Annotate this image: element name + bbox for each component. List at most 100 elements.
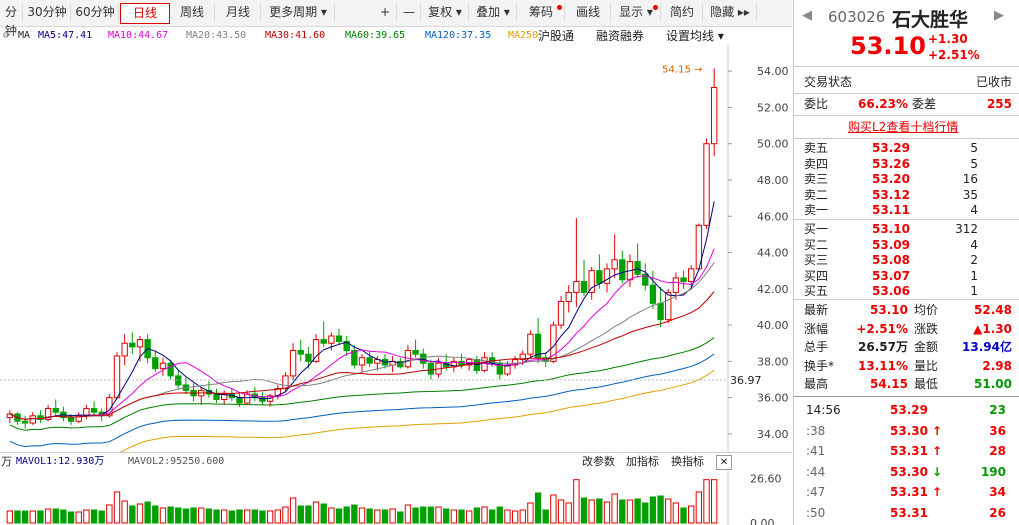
- volume-bar: [642, 502, 649, 524]
- close-icon[interactable]: ✕: [716, 455, 732, 470]
- ma-settings-icon[interactable]: ⚙: [3, 30, 10, 41]
- tab-daily[interactable]: 日线: [120, 3, 170, 24]
- stat-value: 54.15: [870, 377, 908, 391]
- volume-bar: [397, 511, 404, 524]
- tab-minute[interactable]: 分钟: [0, 3, 23, 38]
- volume-bar: [588, 499, 595, 524]
- price-change-pct: +2.51%: [928, 48, 980, 62]
- volume-bar: [389, 508, 396, 524]
- ma-label: MA: [18, 30, 31, 41]
- zoom-out-button[interactable]: —: [398, 3, 421, 22]
- volume-bar: [573, 479, 580, 524]
- buy-price: 53.10: [872, 222, 910, 236]
- volume-bar: [205, 508, 213, 524]
- sell-row[interactable]: 卖四 53.26 5: [794, 156, 1019, 172]
- volume-bar: [136, 503, 144, 524]
- tick-price: 53.30: [890, 464, 928, 479]
- add-indicator-link[interactable]: 加指标: [626, 455, 659, 468]
- trade-status-label: 交易状态: [804, 75, 853, 89]
- sell-price: 53.29: [872, 141, 910, 155]
- hide-button[interactable]: 隐藏 ▸▸: [704, 3, 757, 22]
- sell-label: 卖三: [804, 172, 829, 186]
- sell-row[interactable]: 卖一 53.11 4: [794, 202, 1019, 218]
- candle-body: [289, 349, 297, 377]
- sell-price: 53.20: [872, 172, 910, 186]
- volume-bar: [213, 509, 220, 524]
- ma120-value: MA120:37.35: [425, 30, 492, 41]
- hsgt-link[interactable]: 沪股通: [538, 29, 575, 43]
- tick-row: :38 53.30 ↑ 36: [794, 423, 1019, 439]
- candlestick-chart[interactable]: 54.00 52.00 50.00 48.00 46.00 44.00 42.00 40.00…: [0, 45, 792, 453]
- chip-button[interactable]: 筹码: [518, 3, 565, 22]
- volume-bar: [527, 502, 534, 524]
- sell-volume: 16: [962, 172, 978, 186]
- tab-60min[interactable]: 60分钟: [72, 3, 119, 22]
- tick-row: :41 53.31 ↑ 28: [794, 443, 1019, 459]
- candle-body: [665, 291, 672, 321]
- zoom-in-button[interactable]: +: [374, 3, 397, 22]
- volume-bar: [351, 504, 358, 524]
- buy-row[interactable]: 买四 53.07 1: [794, 268, 1019, 284]
- draw-button[interactable]: 画线: [566, 3, 611, 22]
- tab-weekly[interactable]: 周线: [170, 3, 215, 22]
- tick-time: :50: [806, 505, 826, 520]
- l2-row: 购买L2查看十档行情: [794, 119, 1019, 135]
- change-params-link[interactable]: 改参数: [582, 455, 615, 468]
- volume-bar: [488, 509, 496, 524]
- buy-label: 买一: [804, 222, 829, 236]
- buy-row[interactable]: 买五 53.06 1: [794, 283, 1019, 299]
- ma250-value: MA250: [508, 30, 539, 41]
- volume-bar: [21, 510, 29, 524]
- display-button[interactable]: 显示 ▾: [612, 3, 661, 22]
- buy-row[interactable]: 买一 53.10 312: [794, 221, 1019, 237]
- y-tick-label: 52.00: [757, 101, 789, 114]
- volume-bar: [320, 503, 327, 524]
- candle-body: [657, 302, 664, 321]
- tick-time: :41: [806, 444, 826, 458]
- tab-30min[interactable]: 30分钟: [24, 3, 71, 22]
- next-stock-icon[interactable]: ▶: [994, 8, 1004, 23]
- simple-button[interactable]: 简约: [662, 3, 703, 22]
- buy-volume: 1: [970, 268, 978, 283]
- switch-indicator-link[interactable]: 换指标: [671, 455, 704, 468]
- stat-value: 53.10: [870, 303, 908, 317]
- volume-bar: [98, 510, 105, 524]
- candle-body: [343, 340, 350, 351]
- sell-row[interactable]: 卖三 53.20 16: [794, 171, 1019, 187]
- prev-stock-icon[interactable]: ◀: [802, 8, 812, 23]
- tick-price: 53.31: [890, 505, 928, 520]
- adjust-button[interactable]: 复权 ▾: [422, 3, 469, 22]
- ma-settings-link[interactable]: 设置均线 ▾: [666, 29, 724, 43]
- volume-bar: [266, 510, 274, 524]
- buy-row[interactable]: 买三 53.08 2: [794, 252, 1019, 268]
- volume-bar: [228, 510, 236, 524]
- buy-l2-link[interactable]: 购买L2查看十档行情: [848, 120, 959, 134]
- candle-body: [603, 268, 611, 284]
- ma30-value: MA30:41.60: [265, 30, 326, 41]
- volume-bar: [596, 498, 603, 524]
- stock-price: 53.10: [850, 32, 926, 60]
- sell-row[interactable]: 卖五 53.29 5: [794, 140, 1019, 156]
- candle-body: [159, 362, 167, 370]
- sell-row[interactable]: 卖二 53.12 35: [794, 187, 1019, 203]
- candle-body: [320, 339, 327, 344]
- volume-bar: [534, 492, 542, 524]
- volume-legend-bar: 万 MAVOL1:12.930万 MAVOL2:95250.600 改参数 加指…: [0, 452, 792, 471]
- more-periods-button[interactable]: 更多周期 ▾: [262, 3, 335, 22]
- volume-bar: [381, 509, 389, 524]
- y-tick-label: 38.00: [757, 355, 789, 368]
- stat-label: 涨幅: [804, 321, 829, 336]
- volume-bar: [511, 510, 519, 524]
- overlay-button[interactable]: 叠加 ▾: [470, 3, 517, 22]
- volume-bar: [695, 491, 703, 524]
- tick-price: 53.29: [890, 403, 928, 417]
- stat-row: 总手 26.57万 金额 13.94亿: [794, 339, 1019, 355]
- buy-row[interactable]: 买二 53.09 4: [794, 237, 1019, 253]
- tab-monthly[interactable]: 月线: [216, 3, 261, 22]
- tick-row: :50 53.31 26: [794, 505, 1019, 521]
- volume-bar: [565, 502, 572, 524]
- candle-body: [351, 349, 358, 366]
- stock-name: 石大胜华: [892, 9, 969, 31]
- margin-link[interactable]: 融资融券: [596, 29, 645, 43]
- tick-time: 14:56: [806, 403, 841, 417]
